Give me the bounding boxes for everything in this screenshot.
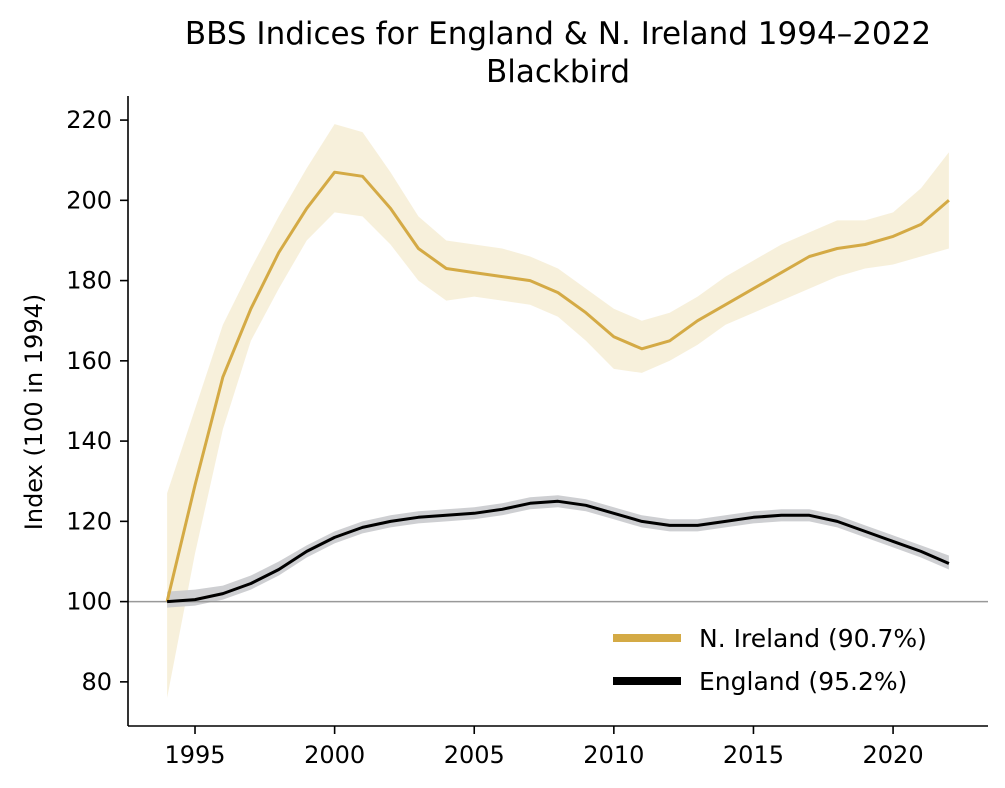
x-tick-label: 2005 <box>444 741 505 769</box>
y-tick-label: 220 <box>66 106 112 134</box>
series-lines <box>165 170 950 604</box>
y-tick-label: 120 <box>66 507 112 535</box>
legend-label-england: England (95.2%) <box>699 667 907 696</box>
x-axis-ticks: 1995 2000 2005 2010 2015 2020 <box>164 726 924 769</box>
y-axis-ticks: 80 100 120 140 160 180 200 220 <box>66 106 128 696</box>
confidence-bands <box>167 124 949 698</box>
y-tick-label: 100 <box>66 588 112 616</box>
series-line-england <box>166 499 950 604</box>
legend: N. Ireland (90.7%) England (95.2%) <box>613 624 927 696</box>
x-tick-label: 1995 <box>164 741 225 769</box>
y-tick-label: 200 <box>66 186 112 214</box>
chart-subtitle: Blackbird <box>486 54 630 90</box>
y-tick-label: 160 <box>66 347 112 375</box>
y-tick-label: 80 <box>81 668 112 696</box>
confidence-band-n-ireland <box>167 124 949 698</box>
confidence-band-england <box>167 495 949 608</box>
y-tick-label: 180 <box>66 267 112 295</box>
x-tick-label: 2015 <box>723 741 784 769</box>
x-tick-label: 2010 <box>583 741 644 769</box>
legend-label-n-ireland: N. Ireland (90.7%) <box>699 624 927 653</box>
x-tick-label: 2020 <box>863 741 924 769</box>
y-axis-label: Index (100 in 1994) <box>20 294 48 530</box>
chart-title: BBS Indices for England & N. Ireland 199… <box>185 16 931 52</box>
x-tick-label: 2000 <box>304 741 365 769</box>
series-line-n-ireland <box>165 170 950 602</box>
y-tick-label: 140 <box>66 427 112 455</box>
